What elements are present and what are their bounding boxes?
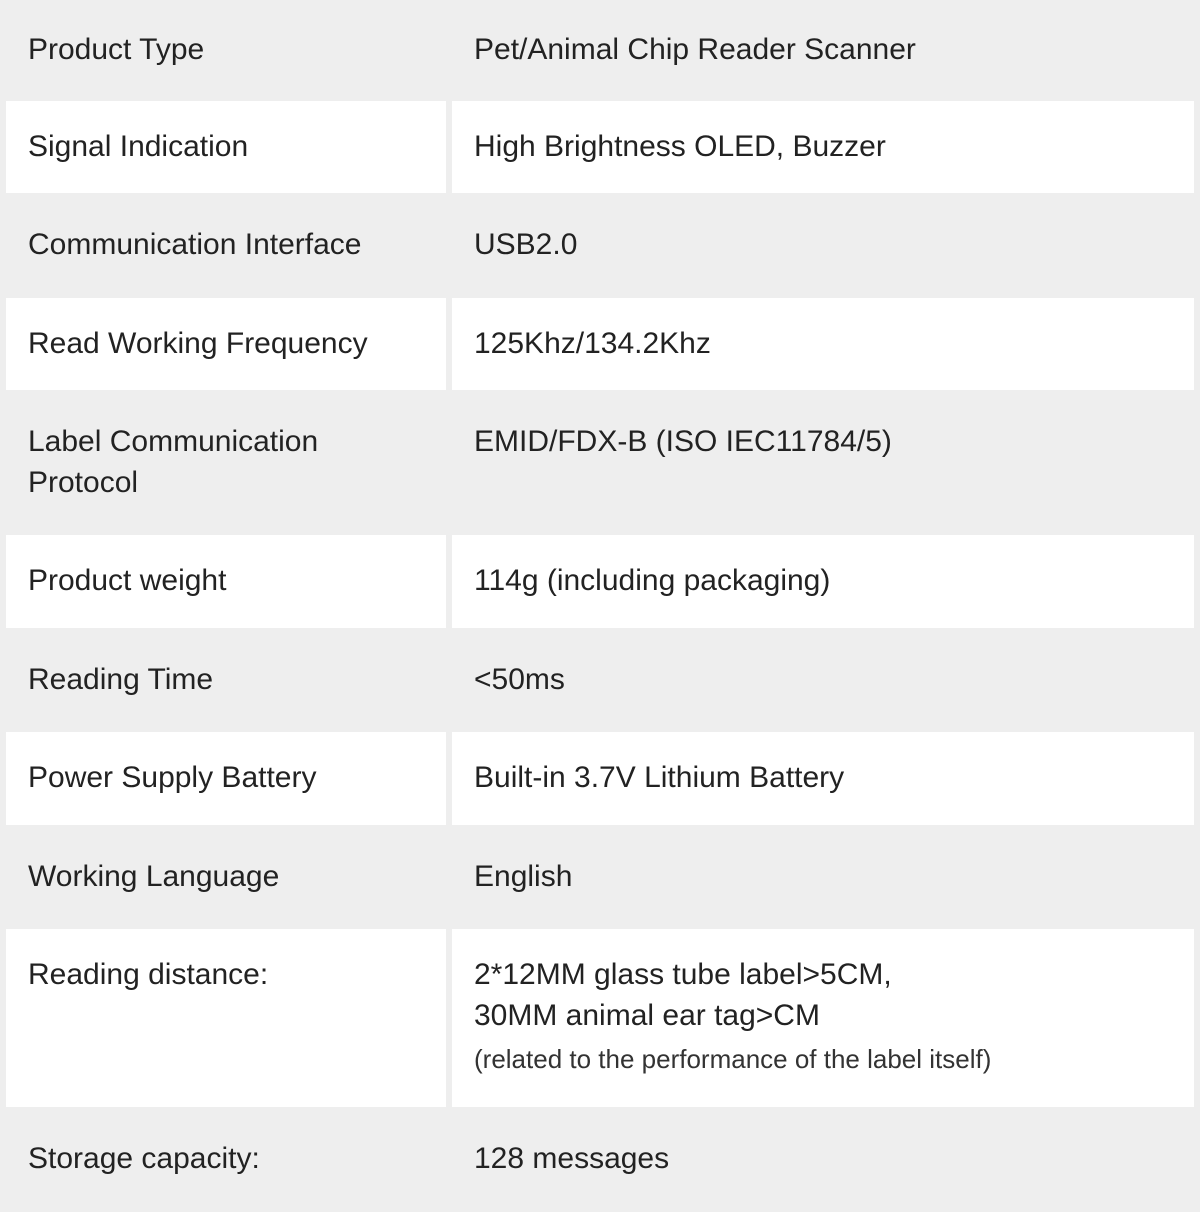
spec-label: Reading Time <box>6 634 446 727</box>
table-row: Working Language English <box>6 831 1194 924</box>
spec-value: 2*12MM glass tube label>5CM, 30MM animal… <box>452 929 1194 1107</box>
table-row: Power Supply Battery Built-in 3.7V Lithi… <box>6 732 1194 825</box>
spec-label: Read Working Frequency <box>6 298 446 391</box>
table-row: Product Type Pet/Animal Chip Reader Scan… <box>6 6 1194 95</box>
spec-label: Communication Interface <box>6 199 446 292</box>
table-row: Communication Interface USB2.0 <box>6 199 1194 292</box>
table-row: Product weight 114g (including packaging… <box>6 535 1194 628</box>
spec-value: 125Khz/134.2Khz <box>452 298 1194 391</box>
spec-value-text: 2*12MM glass tube label>5CM, 30MM animal… <box>474 958 892 1032</box>
spec-label: Signal Indication <box>6 101 446 194</box>
spec-value: 114g (including packaging) <box>452 535 1194 628</box>
spec-label: Product weight <box>6 535 446 628</box>
table-row: Storage capacity: 128 messages <box>6 1113 1194 1206</box>
table-row: Label Communication Protocol EMID/FDX-B … <box>6 396 1194 529</box>
spec-value: <50ms <box>452 634 1194 727</box>
spec-label: Product Type <box>6 6 446 95</box>
spec-label: Power Supply Battery <box>6 732 446 825</box>
spec-value: English <box>452 831 1194 924</box>
spec-value-note: (related to the performance of the label… <box>474 1042 1174 1077</box>
table-row: Reading distance: 2*12MM glass tube labe… <box>6 929 1194 1107</box>
table-row: Read Working Frequency 125Khz/134.2Khz <box>6 298 1194 391</box>
spec-value: EMID/FDX-B (ISO IEC11784/5) <box>452 396 1194 529</box>
spec-label: Working Language <box>6 831 446 924</box>
spec-value: USB2.0 <box>452 199 1194 292</box>
spec-label: Label Communication Protocol <box>6 396 446 529</box>
spec-value: Built-in 3.7V Lithium Battery <box>452 732 1194 825</box>
table-row: Signal Indication High Brightness OLED, … <box>6 101 1194 194</box>
spec-value: Pet/Animal Chip Reader Scanner <box>452 6 1194 95</box>
spec-label: Storage capacity: <box>6 1113 446 1206</box>
specs-table: Product Type Pet/Animal Chip Reader Scan… <box>0 0 1200 1212</box>
spec-label: Reading distance: <box>6 929 446 1107</box>
spec-value: High Brightness OLED, Buzzer <box>452 101 1194 194</box>
table-row: Reading Time <50ms <box>6 634 1194 727</box>
spec-value: 128 messages <box>452 1113 1194 1206</box>
